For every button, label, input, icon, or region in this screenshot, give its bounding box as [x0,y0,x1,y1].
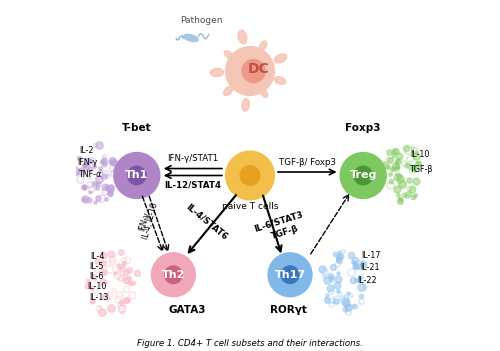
Circle shape [225,151,275,200]
Circle shape [268,252,312,297]
Ellipse shape [274,77,285,84]
Text: IL-13: IL-13 [89,293,108,302]
Ellipse shape [260,89,268,98]
Circle shape [127,166,147,185]
Text: TGF-β/ Foxp3: TGF-β/ Foxp3 [279,158,336,167]
Text: IL-10: IL-10 [410,150,430,159]
Circle shape [242,59,266,83]
Text: IL-4, IL-10: IL-4, IL-10 [142,202,160,241]
Circle shape [225,46,275,96]
Circle shape [240,165,260,186]
Text: IL-17: IL-17 [362,251,381,260]
Text: IL-4/STAT6: IL-4/STAT6 [184,202,229,241]
Text: IL-5: IL-5 [89,261,104,271]
Text: Th17: Th17 [274,270,306,280]
Circle shape [280,265,299,284]
Text: RORγt: RORγt [270,305,306,314]
Ellipse shape [260,41,267,51]
Text: IL-12/STAT4: IL-12/STAT4 [164,180,222,189]
Circle shape [340,152,387,199]
Text: IFN-γ: IFN-γ [78,158,98,167]
Text: Th1: Th1 [125,171,148,180]
Text: IFN-γ: IFN-γ [138,211,151,232]
Text: IL-21: IL-21 [360,263,380,272]
Ellipse shape [182,34,199,42]
Ellipse shape [210,68,224,77]
Circle shape [353,166,373,185]
Text: naive T cells: naive T cells [222,202,278,211]
Text: IL-6/STAT3: IL-6/STAT3 [253,210,304,233]
Ellipse shape [238,30,247,44]
Circle shape [164,265,183,284]
Text: TGF-β: TGF-β [410,165,433,174]
Text: TGF-β: TGF-β [270,224,300,241]
Text: IL-22: IL-22 [358,276,377,285]
Ellipse shape [224,87,233,95]
Text: GATA3: GATA3 [168,305,206,314]
Text: T-bet: T-bet [122,124,152,133]
Ellipse shape [242,99,250,111]
Text: Figure 1. CD4+ T cell subsets and their interactions.: Figure 1. CD4+ T cell subsets and their … [137,339,363,348]
Circle shape [113,152,160,199]
Text: IL-4: IL-4 [90,252,104,261]
Text: TNF-α: TNF-α [78,170,101,179]
Text: Th2: Th2 [162,270,185,280]
Text: DC: DC [248,62,270,76]
Text: Foxp3: Foxp3 [346,124,381,133]
Text: IL-2: IL-2 [80,146,94,155]
Text: Pathogen: Pathogen [180,16,222,25]
Text: IFN-γ/STAT1: IFN-γ/STAT1 [168,154,218,163]
Ellipse shape [274,54,287,63]
Text: IL-6: IL-6 [89,272,103,281]
Ellipse shape [224,51,232,58]
Text: IL-10: IL-10 [87,283,106,291]
Text: Treg: Treg [350,171,377,180]
Circle shape [151,252,196,297]
